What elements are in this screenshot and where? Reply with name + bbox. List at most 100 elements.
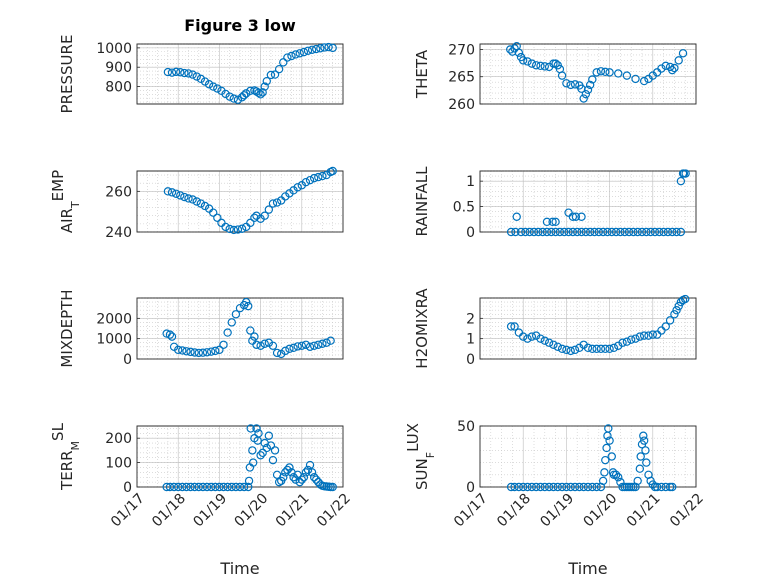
data-point [252,424,261,433]
data-point [594,227,604,237]
data-point [510,44,519,53]
axes-frame [479,425,697,488]
x-tick-label: 01/19 [537,491,577,531]
data-point [555,227,565,237]
data-point [192,197,201,206]
data-point [661,322,670,331]
data-point [211,482,220,492]
data-point [246,424,255,433]
y-tick-label: 2000 [96,311,132,327]
data-point [196,199,206,208]
data-point [590,227,599,237]
data-point [305,460,315,470]
data-point [631,334,640,343]
data-point [291,475,300,484]
data-point [305,175,315,185]
data-point [605,68,614,77]
data-point [536,334,545,343]
panel-pressure: 800 900 1000 PRESSURE Figure 3 low [58,16,344,113]
data-point [519,56,528,65]
data-point [268,341,278,350]
axes-frame [136,43,344,105]
data-point [299,473,309,482]
data-point [312,475,321,484]
x-tick-label: 01/20 [232,491,272,531]
panel-theta: 260 265 270 THETA [413,41,697,113]
data-point [301,177,311,187]
data-point [299,47,309,57]
data-point [566,346,575,356]
data-point [544,338,554,347]
data-point [598,476,608,486]
data-point [557,482,567,492]
data-point [297,341,306,350]
data-point [603,227,612,237]
data-point [538,227,547,237]
data-point [248,446,257,455]
data-point [511,227,520,237]
data-point [266,70,276,80]
data-point [258,448,267,458]
data-point [668,482,677,492]
y-axis-label: THETA [413,49,431,99]
data-point [531,61,541,70]
data-point [190,348,199,357]
x-tick-label: 01/17 [108,491,148,531]
axes-frame [136,297,344,360]
data-point [674,301,683,311]
data-point [200,201,210,211]
data-point [579,94,588,103]
data-point [601,67,610,77]
data-point [301,340,311,349]
data-point [239,482,249,492]
y-tick-label: 900 [105,60,132,76]
data-point [182,482,191,492]
data-point [285,463,294,472]
data-point [633,476,642,486]
data-point [540,482,550,492]
data-point [529,227,539,237]
data-point [551,217,560,227]
data-point [301,468,311,477]
data-point [534,227,543,237]
data-point [307,45,317,55]
data-point [262,76,271,86]
data-point [229,94,239,103]
data-point [596,67,606,76]
data-point [309,341,319,350]
data-point [241,89,251,98]
data-point [639,76,649,86]
data-point [196,74,206,84]
data-point [581,227,591,237]
data-point [206,482,216,492]
data-point [650,227,660,237]
data-point [646,227,655,237]
data-point [600,468,609,477]
data-point [655,227,664,237]
data-point [219,482,228,492]
data-point [548,217,557,227]
y-tick-label: 200 [105,431,132,447]
y-tick-label: 2 [466,311,475,327]
data-point [312,44,321,54]
data-point [570,482,580,492]
data-point [551,59,560,68]
data-point [519,332,528,341]
data-point [307,468,317,477]
data-point [194,348,203,358]
data-point [516,227,526,237]
data-point [250,332,259,341]
data-point [184,194,193,203]
data-point [163,187,173,196]
data-point [596,344,606,354]
data-point [223,482,232,492]
data-point [514,48,524,57]
x-axis-label: Time [219,559,259,578]
data-point [571,212,581,221]
data-point [262,443,271,453]
data-point [254,429,263,438]
y-tick-label: 50 [457,419,475,435]
data-point [260,339,269,348]
data-point [622,71,632,80]
